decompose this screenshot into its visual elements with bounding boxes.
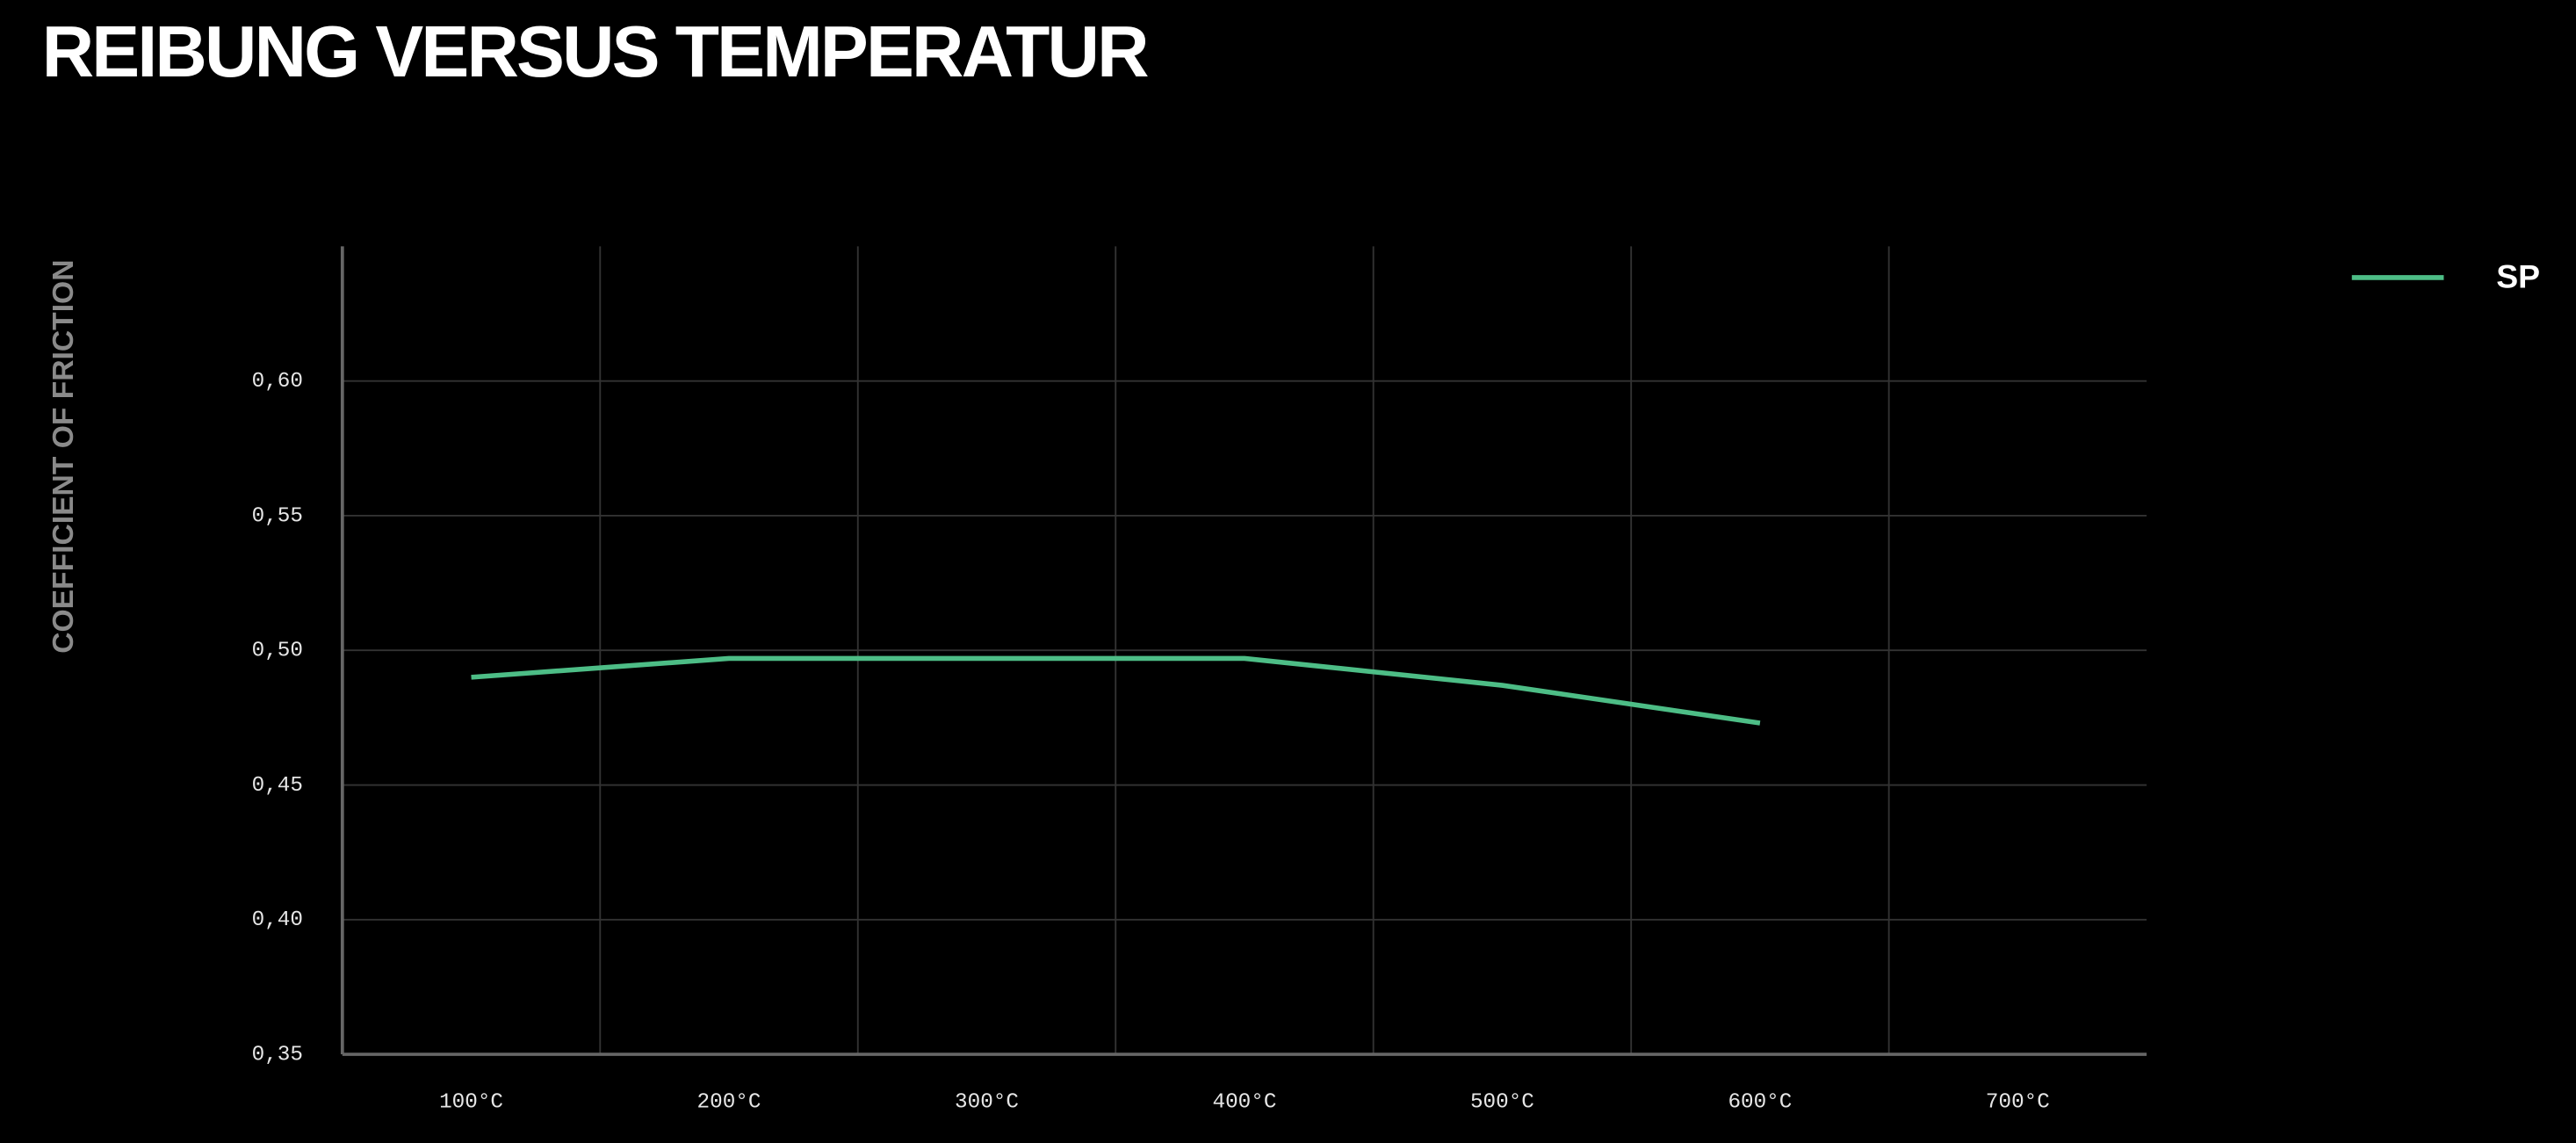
y-axis-label: COEFFICIENT OF FRICTION bbox=[47, 259, 80, 653]
x-tick-label: 400°C bbox=[1213, 1091, 1277, 1115]
x-tick-label: 600°C bbox=[1728, 1091, 1792, 1115]
y-tick-label: 0,55 bbox=[252, 504, 303, 528]
x-tick-label: 100°C bbox=[439, 1091, 503, 1115]
y-tick-label: 0,60 bbox=[252, 370, 303, 394]
y-tick-label: 0,50 bbox=[252, 640, 303, 663]
x-tick-label: 500°C bbox=[1470, 1091, 1534, 1115]
y-tick-label: 0,35 bbox=[252, 1043, 303, 1067]
x-tick-label: 300°C bbox=[955, 1091, 1019, 1115]
data-line bbox=[471, 655, 1761, 726]
y-tick-label: 0,45 bbox=[252, 774, 303, 798]
x-tick-label: 700°C bbox=[1986, 1091, 2050, 1115]
y-tick-label: 0,40 bbox=[252, 908, 303, 932]
x-tick-label: 200°C bbox=[697, 1091, 761, 1115]
legend-label: SP bbox=[2496, 258, 2540, 295]
chart-title: REIBUNG VERSUS TEMPERATUR bbox=[42, 12, 1148, 92]
